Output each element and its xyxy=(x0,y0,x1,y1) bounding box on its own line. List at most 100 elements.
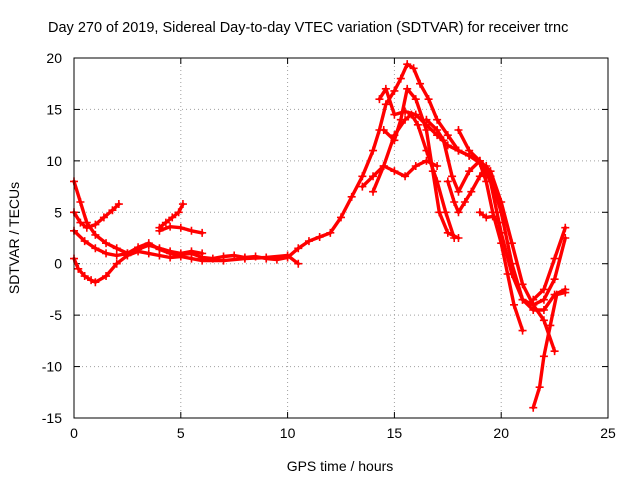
data-point-marker xyxy=(539,285,548,294)
series-sat-h xyxy=(377,87,567,312)
data-point-marker xyxy=(403,84,412,93)
data-point-marker xyxy=(161,218,170,227)
data-point-marker xyxy=(166,253,175,262)
data-point-marker xyxy=(486,177,495,186)
data-point-marker xyxy=(411,95,420,104)
data-point-marker xyxy=(539,352,548,361)
data-point-marker xyxy=(155,251,164,260)
x-tick-label: 25 xyxy=(600,425,616,441)
data-point-marker xyxy=(240,254,249,263)
series-sat-p xyxy=(531,226,567,302)
data-point-marker xyxy=(358,172,367,181)
data-point-marker xyxy=(411,110,420,119)
data-point-marker xyxy=(539,295,548,304)
data-point-marker xyxy=(433,162,442,170)
grid-lines xyxy=(74,58,608,418)
data-point-marker xyxy=(337,213,345,222)
data-point-marker xyxy=(433,126,442,134)
data-point-marker xyxy=(390,167,399,176)
data-point-marker xyxy=(198,249,207,258)
data-point-marker xyxy=(411,162,420,170)
data-point-marker xyxy=(198,256,207,265)
data-point-marker xyxy=(535,383,544,392)
x-tick-label: 0 xyxy=(70,425,78,441)
data-point-marker xyxy=(326,228,335,237)
data-point-marker xyxy=(546,321,555,330)
series-sat-c xyxy=(72,249,300,284)
data-point-marker xyxy=(454,126,463,134)
data-point-marker xyxy=(529,403,538,412)
data-series-group xyxy=(70,60,570,412)
data-point-marker xyxy=(155,226,164,235)
series-sat-i xyxy=(382,87,461,240)
data-point-marker xyxy=(518,280,527,289)
x-tick-label: 5 xyxy=(177,425,185,441)
data-point-marker xyxy=(102,239,111,248)
data-point-marker xyxy=(108,206,117,215)
data-point-marker xyxy=(144,249,153,258)
series-sat-g xyxy=(371,112,456,240)
data-point-marker xyxy=(187,254,196,263)
series-sat-a xyxy=(72,62,525,333)
x-axis-label: GPS time / hours xyxy=(287,458,394,474)
data-point-marker xyxy=(304,237,313,246)
data-point-marker xyxy=(396,115,405,124)
data-point-marker xyxy=(174,208,183,217)
series-sat-k xyxy=(424,118,557,353)
data-point-marker xyxy=(112,251,121,260)
data-point-marker xyxy=(422,156,431,165)
data-point-marker xyxy=(178,200,187,209)
y-tick-label: -5 xyxy=(50,307,63,323)
data-point-marker xyxy=(539,316,548,325)
data-point-marker xyxy=(176,223,185,232)
data-point-marker xyxy=(486,167,495,176)
data-point-marker xyxy=(369,187,378,196)
data-point-marker xyxy=(381,100,390,109)
data-point-marker xyxy=(510,300,519,309)
data-point-marker xyxy=(454,234,463,242)
data-point-marker xyxy=(428,167,437,176)
data-point-marker xyxy=(168,213,177,222)
y-tick-label: 0 xyxy=(54,256,62,272)
data-point-marker xyxy=(422,126,431,134)
data-point-marker xyxy=(422,115,431,124)
data-point-marker xyxy=(495,218,504,227)
data-point-marker xyxy=(166,222,175,231)
data-point-marker xyxy=(187,247,196,256)
data-point-marker xyxy=(448,172,457,181)
data-point-marker xyxy=(450,198,459,206)
data-point-marker xyxy=(475,172,484,181)
data-point-marker xyxy=(552,290,561,299)
data-point-marker xyxy=(87,276,96,285)
data-point-marker xyxy=(433,115,442,124)
data-point-marker xyxy=(529,295,538,304)
data-point-marker xyxy=(283,251,292,260)
data-point-marker xyxy=(507,270,516,278)
data-point-marker xyxy=(443,177,452,186)
data-point-marker xyxy=(507,239,516,248)
data-point-marker xyxy=(550,254,559,263)
data-point-marker xyxy=(439,136,448,145)
data-point-marker xyxy=(315,232,324,241)
y-tick-label: 5 xyxy=(54,204,62,220)
data-point-marker xyxy=(396,74,405,83)
data-point-marker xyxy=(347,192,356,201)
x-tick-label: 10 xyxy=(280,425,296,441)
data-point-marker xyxy=(358,182,367,191)
data-point-marker xyxy=(482,213,491,222)
data-point-marker xyxy=(176,252,185,261)
data-point-marker xyxy=(416,79,425,88)
data-point-marker xyxy=(454,146,463,155)
data-point-marker xyxy=(497,228,506,237)
data-point-marker xyxy=(443,131,452,140)
data-point-marker xyxy=(561,288,570,297)
data-point-marker xyxy=(198,228,207,237)
x-tick-label: 20 xyxy=(493,425,509,441)
data-point-marker xyxy=(219,256,228,265)
data-point-marker xyxy=(123,251,132,260)
data-point-marker xyxy=(155,244,164,253)
data-point-marker xyxy=(187,226,196,235)
data-point-marker xyxy=(82,223,91,232)
data-point-marker xyxy=(369,172,378,181)
data-point-marker xyxy=(74,264,83,273)
